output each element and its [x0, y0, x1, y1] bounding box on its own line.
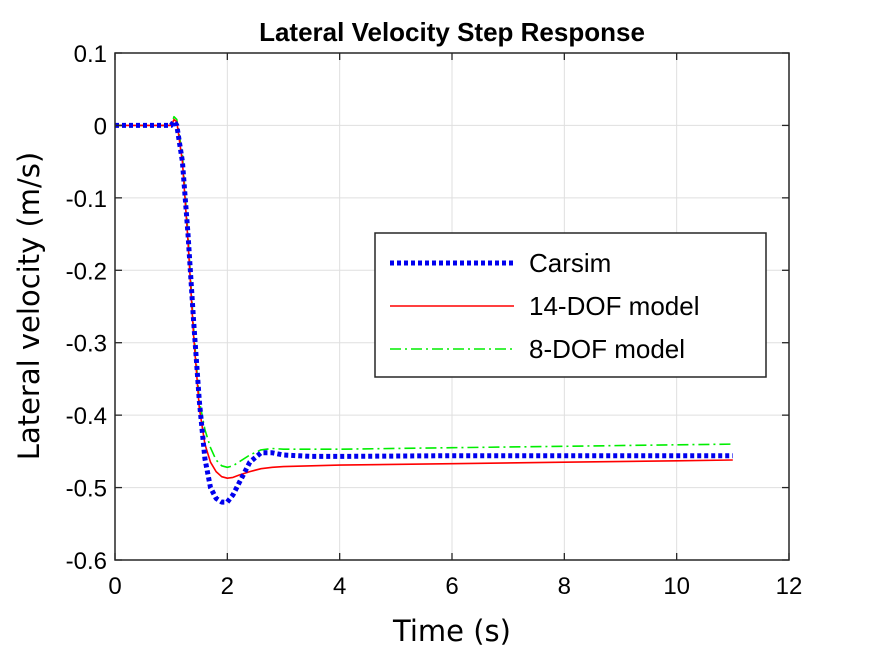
x-axis-label: Time (s) — [392, 614, 511, 648]
y-tick-label: 0 — [94, 113, 107, 140]
series-line-14-dof-model — [115, 118, 733, 480]
x-tick-label: 2 — [221, 573, 234, 600]
chart-title: Lateral Velocity Step Response — [259, 17, 645, 47]
y-axis-label: Lateral velocity (m/s) — [12, 152, 46, 460]
legend-label-8dof: 8-DOF model — [529, 334, 685, 364]
y-tick-label: -0.6 — [66, 548, 107, 575]
y-tick-label: -0.1 — [66, 186, 107, 213]
series-lines — [115, 115, 733, 505]
series-line-carsim — [115, 118, 733, 505]
x-tick-label: 12 — [776, 573, 803, 600]
y-tick-label: 0.1 — [74, 41, 107, 68]
y-tick-label: -0.2 — [66, 258, 107, 285]
x-tick-label: 0 — [108, 573, 121, 600]
x-tick-label: 10 — [663, 573, 690, 600]
legend-label-14dof: 14-DOF model — [529, 291, 700, 321]
x-tick-label: 6 — [445, 573, 458, 600]
legend: Carsim 14-DOF model 8-DOF model — [374, 232, 767, 378]
axis-ticks: 0 2 4 6 8 10 12 -0.6 -0.5 -0.4 -0.3 -0.2 -0.1 0 0.1 — [66, 41, 803, 600]
legend-label-carsim: Carsim — [529, 248, 611, 278]
y-tick-label: -0.4 — [66, 403, 107, 430]
series-line-8-dof-model — [115, 115, 733, 469]
y-tick-label: -0.5 — [66, 476, 107, 503]
x-tick-label: 8 — [558, 573, 571, 600]
legend-box — [374, 232, 767, 378]
x-tick-label: 4 — [333, 573, 346, 600]
y-tick-label: -0.3 — [66, 331, 107, 358]
